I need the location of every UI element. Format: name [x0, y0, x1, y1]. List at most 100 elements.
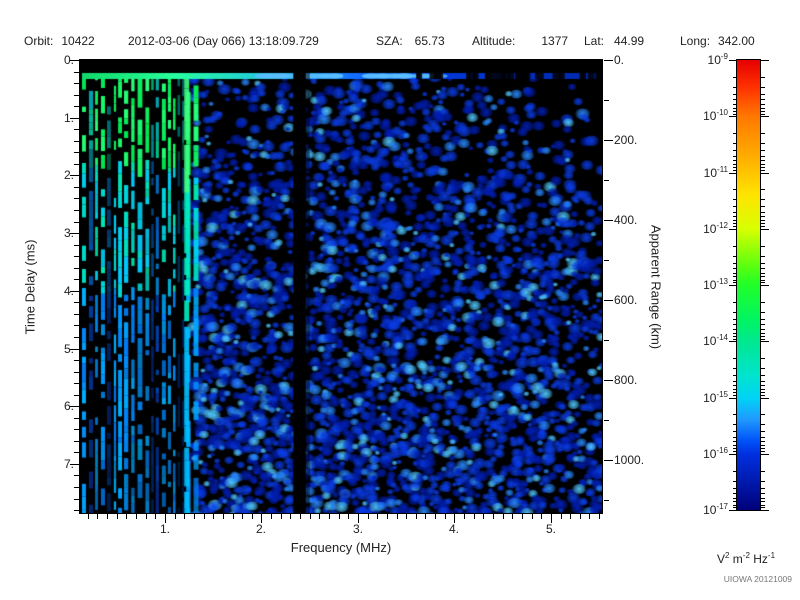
tick	[541, 514, 542, 519]
y2-tick-label: 800.	[614, 373, 638, 387]
colorbar	[736, 59, 761, 511]
tick	[733, 99, 737, 100]
tick	[733, 276, 737, 277]
tick	[74, 452, 79, 453]
tick	[761, 156, 765, 157]
tick	[761, 263, 765, 264]
tick	[733, 319, 737, 320]
tick	[733, 358, 737, 359]
tick	[223, 514, 224, 519]
tick	[761, 336, 765, 337]
header-orbit: Orbit: 10422	[24, 34, 95, 48]
tick	[425, 514, 426, 519]
tick	[733, 381, 737, 382]
tick	[416, 514, 417, 519]
tick	[464, 514, 465, 519]
colorbar-tick-label: 10-10	[703, 108, 728, 123]
tick	[74, 441, 79, 442]
tick	[761, 206, 765, 207]
tick	[397, 514, 398, 519]
orbit-value: 10422	[61, 34, 95, 48]
tick	[589, 514, 590, 519]
tick	[761, 471, 765, 472]
tick	[761, 398, 769, 399]
x-tick-label: 4.	[448, 522, 459, 536]
tick	[604, 140, 613, 141]
tick	[729, 60, 737, 61]
tick	[74, 198, 79, 199]
tick	[339, 514, 340, 519]
tick	[74, 95, 79, 96]
tick	[604, 460, 613, 461]
tick	[729, 398, 737, 399]
tick	[761, 273, 765, 274]
tick	[733, 441, 737, 442]
tick	[604, 500, 609, 501]
altitude-value: 1377	[541, 34, 569, 48]
tick	[733, 104, 737, 105]
tick	[733, 280, 737, 281]
tick	[733, 395, 737, 396]
tick	[733, 424, 737, 425]
y-tick-label: 5.	[63, 342, 74, 356]
tick	[761, 358, 765, 359]
tick	[761, 414, 765, 415]
tick	[329, 514, 330, 519]
tick	[761, 114, 765, 115]
colorbar-tick-label: 10-17	[703, 502, 728, 517]
tick	[733, 414, 737, 415]
tick	[319, 514, 320, 519]
tick	[761, 173, 769, 174]
colorbar-tick-label: 10-9	[707, 52, 728, 67]
tick	[175, 514, 176, 519]
tick	[733, 481, 737, 482]
long-value: 342.00	[718, 34, 755, 48]
tick	[74, 395, 79, 396]
tick	[70, 349, 79, 350]
tick	[729, 116, 737, 117]
y-tick-label: 2.	[63, 168, 74, 182]
y2-tick-label: 1000.	[614, 453, 645, 467]
y2-tick-label: 400.	[614, 213, 638, 227]
lat-value: 44.99	[614, 34, 645, 48]
tick	[733, 216, 737, 217]
tick	[729, 341, 737, 342]
tick	[761, 77, 765, 78]
tick	[74, 510, 79, 511]
tick	[733, 111, 737, 112]
tick	[165, 514, 166, 523]
tick	[761, 510, 769, 511]
tick	[204, 514, 205, 519]
tick	[74, 487, 79, 488]
tick	[733, 339, 737, 340]
tick	[74, 164, 79, 165]
y-axis-title: Time Delay (ms)	[22, 239, 38, 335]
tick	[233, 514, 234, 519]
tick	[580, 514, 581, 519]
sza-label: SZA:	[376, 34, 403, 48]
tick	[761, 312, 765, 313]
tick	[74, 245, 79, 246]
tick	[761, 375, 765, 376]
tick	[74, 152, 79, 153]
tick	[733, 226, 737, 227]
tick	[761, 170, 765, 171]
tick	[74, 499, 79, 500]
tick	[761, 108, 765, 109]
tick	[74, 360, 79, 361]
tick	[733, 273, 737, 274]
tick	[213, 514, 214, 519]
tick	[729, 173, 737, 174]
tick	[733, 246, 737, 247]
x-tick-label: 2.	[255, 522, 266, 536]
tick	[599, 514, 600, 519]
tick	[271, 514, 272, 519]
tick	[733, 282, 737, 283]
tick	[74, 279, 79, 280]
tick	[761, 448, 765, 449]
y-tick-label: 4.	[63, 284, 74, 298]
tick	[733, 336, 737, 337]
tick	[733, 133, 737, 134]
tick	[155, 514, 156, 519]
tick	[733, 389, 737, 390]
